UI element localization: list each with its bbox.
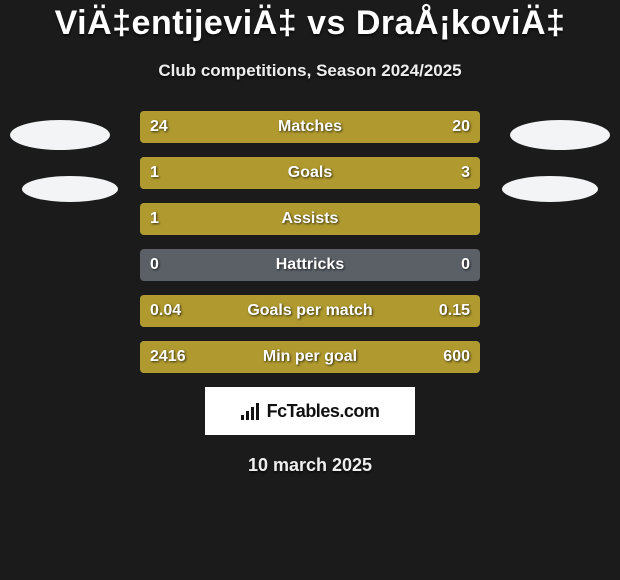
stat-label: Goals <box>140 157 480 189</box>
stat-value-right: 600 <box>443 341 470 373</box>
stat-label: Min per goal <box>140 341 480 373</box>
stat-row: 1Assists <box>140 203 480 235</box>
subtitle: Club competitions, Season 2024/2025 <box>0 61 620 81</box>
player-right-avatar-top <box>510 120 610 150</box>
stat-row: 0.04Goals per match0.15 <box>140 295 480 327</box>
player-left-avatar-top <box>10 120 110 150</box>
page-title: ViÄ‡entijeviÄ‡ vs DraÅ¡koviÄ‡ <box>0 0 620 43</box>
player-left-avatar-bottom <box>22 176 118 202</box>
stat-label: Matches <box>140 111 480 143</box>
bars-icon <box>241 402 259 420</box>
branding-text: FcTables.com <box>267 401 380 422</box>
player-right-avatar-bottom <box>502 176 598 202</box>
stat-value-right: 0.15 <box>439 295 470 327</box>
stat-row: 24Matches20 <box>140 111 480 143</box>
stats-block: 24Matches20 1Goals3 1Assists 0Hattricks0 0.0… <box>140 111 480 373</box>
stat-label: Goals per match <box>140 295 480 327</box>
stat-value-right: 0 <box>461 249 470 281</box>
stat-label: Hattricks <box>140 249 480 281</box>
stat-row: 2416Min per goal600 <box>140 341 480 373</box>
stat-value-right: 20 <box>452 111 470 143</box>
stat-label: Assists <box>140 203 480 235</box>
stat-value-right: 3 <box>461 157 470 189</box>
datestamp: 10 march 2025 <box>0 455 620 476</box>
stat-row: 0Hattricks0 <box>140 249 480 281</box>
branding-logo: FcTables.com <box>205 387 415 435</box>
stat-row: 1Goals3 <box>140 157 480 189</box>
